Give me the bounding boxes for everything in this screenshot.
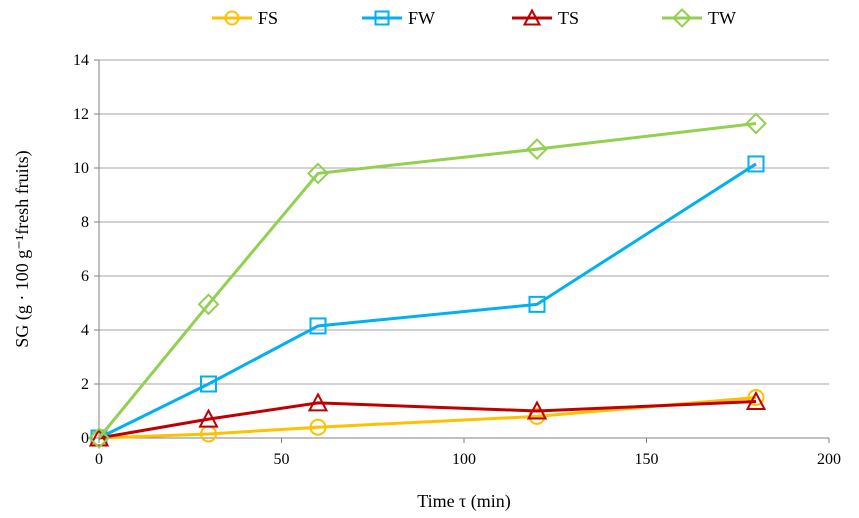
data-point-tw [745,112,767,135]
y-tick-label: 12 [73,106,89,123]
legend-marker [672,8,692,28]
y-tick-label: 10 [73,160,89,177]
legend-item-ts: TS [512,8,579,28]
x-tick-label: 150 [635,451,659,468]
legend-item-tw: TW [662,8,736,28]
data-point-fs [747,389,765,406]
legend-marker [522,8,542,26]
series-fw [90,155,765,447]
y-tick-label: 2 [81,376,89,393]
series-tw [88,112,767,449]
data-point-fw [528,295,546,313]
data-point-ts [745,390,767,411]
y-tick-label: 0 [81,430,89,447]
x-tick-label: 50 [274,451,290,468]
legend-marker [224,10,240,26]
series-group [88,112,767,449]
legend: FS FW TS TW [212,8,736,28]
x-tick-label: 0 [95,451,103,468]
tick-labels: 0 2 4 6 8 10 12 14 0 50 100 150 200 [73,52,841,468]
y-tick-label: 4 [81,322,89,339]
x-tick-label: 100 [452,451,476,468]
legend-label: FW [408,8,435,28]
series-ts [88,390,767,447]
series-line-tw [97,121,757,439]
legend-marker [374,10,390,26]
series-line-ts [98,400,757,440]
legend-label: FS [258,8,278,28]
data-point-ts [198,408,219,428]
series-line-fs [98,396,757,440]
series-line-fw [98,162,757,440]
data-point-fw [200,375,217,393]
gridlines [99,59,829,385]
legend-label: TS [558,8,579,28]
data-point-tw [526,138,548,161]
legend-item-fs: FS [212,8,278,28]
y-axis-title: SG (g · 100 g⁻¹fresh fruits) [12,150,33,347]
series-fs [90,389,765,447]
data-point-tw [88,427,110,449]
data-point-ts [307,392,329,412]
legend-label: TW [708,8,736,28]
y-tick-label: 6 [81,268,89,285]
data-point-fs [309,418,327,436]
legend-item-fw: FW [362,8,435,28]
data-point-fw [747,155,765,173]
axes [94,59,830,443]
y-tick-label: 8 [81,214,89,231]
y-tick-label: 14 [73,52,89,69]
data-point-tw [307,162,329,185]
x-tick-label: 200 [817,451,841,468]
data-point-fw [309,317,327,335]
x-axis-title: Time τ (min) [417,491,511,512]
data-point-ts [526,400,548,420]
data-point-ts [88,427,110,447]
data-point-tw [197,293,220,316]
